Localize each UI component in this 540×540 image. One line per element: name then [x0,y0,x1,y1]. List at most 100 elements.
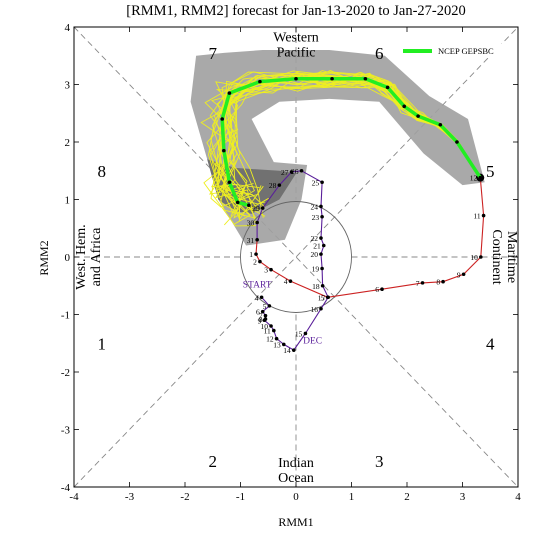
observed-jan-day-point [380,287,384,292]
phase-number: 7 [209,44,218,63]
ensemble-mean-point [363,76,368,81]
observed-dec-day-label: 9 [258,316,262,325]
y-tick-label: -1 [61,310,70,322]
ensemble-mean [220,76,483,208]
observed-dec-day-label: 12 [266,335,274,344]
observed-jan-day-label: 8 [436,278,440,287]
observed-dec-day-point [320,266,324,271]
diagonal-line [73,26,519,488]
x-tick-label: 4 [515,491,521,503]
observed-dec-day-point [255,220,259,225]
region-west-hem-africa: West. Hem.and Africa [74,224,104,289]
region-indian-ocean: Indian Ocean [278,456,314,486]
y-tick-label: 4 [65,22,71,34]
observed-dec-day-label: 4 [255,293,259,302]
legend-label: NCEP GEPSBC [438,46,494,56]
x-axis-label: RMM1 [278,515,313,529]
ensemble-mean-point [402,104,407,109]
ensemble-mean-point [222,148,226,153]
observed-dec-day-point [267,304,272,308]
observed-jan-day-point [479,255,483,259]
observed-dec-day-point [274,336,279,341]
observed-dec-day-label: 6 [256,308,260,317]
observed-jan-day-point [258,259,262,264]
observed-dec-day-label: 15 [295,329,303,338]
phase-number: 1 [98,334,107,353]
observed-dec-day-point [319,236,323,240]
x-tick-label: 1 [349,491,355,503]
observed-jan-day-label: 7 [416,279,420,288]
observed-dec-day-point [269,324,273,328]
ensemble-mean-point [478,175,483,180]
region-west-hem-africa-line: West. Hem. [74,224,89,289]
observed-dec-day-label: 30 [247,219,255,228]
legend: NCEP GEPSBC [400,44,510,58]
observed-dec-day-point [320,180,324,185]
observed-dec-day-point [321,243,326,248]
observed-dec-day-label: 26 [291,167,299,176]
observed-dec-day-label: 23 [312,213,320,222]
observed-dec-day-label: 25 [312,178,320,187]
observed-dec-day-point [319,306,323,311]
observed-trajectory: 456 7891011121314151617181920212223242526… [243,167,486,355]
observed-dec-day-label: 21 [313,242,321,251]
ensemble-mean-point [227,91,232,95]
region-indian-ocean-line: Ocean [278,471,314,486]
phase-number: 5 [486,162,495,181]
region-western-pacific-line: Western [273,30,319,45]
observed-jan-day-label: 5 [321,293,325,302]
observed-dec-day-point [319,204,323,209]
observed-dec-day-label: 11 [264,327,271,336]
region-western-pacific-line: Pacific [277,45,316,60]
y-tick-label: 1 [65,195,71,207]
y-tick-label: -3 [61,425,71,437]
phase-number: 4 [486,334,495,353]
region-western-pacific: Western Pacific [273,30,319,60]
observed-dec-day-point [281,342,286,347]
phase-number: 8 [98,162,107,181]
observed-dec-day-point [255,237,259,242]
observed-jan-day-label: 4 [284,277,288,286]
x-tick-label: 0 [293,491,299,503]
region-maritime-continent: MaritimeContinent [489,229,519,284]
observed-dec-day-label: 7 [259,312,263,321]
observed-dec-day-label: 20 [310,250,318,259]
region-west-hem-africa-line: and Africa [89,227,104,286]
observed-dec-day-label: 29 [252,204,260,213]
observed-jan-day-point [254,252,258,256]
observed-jan-day-label: 9 [457,270,461,279]
ensemble-mean-point [247,203,251,208]
x-tick-label: -1 [236,491,245,503]
observed-dec-day-label: 10 [261,322,269,331]
observed-dec-day-point [260,309,265,314]
observed-jan-day-point [420,281,425,285]
observed-dec-day-label: 27 [281,168,289,177]
observed-jan-day-point [288,279,293,283]
unit-circle-layer [240,201,352,313]
ensemble-mean-point [438,122,443,127]
x-tick-label: -2 [180,491,189,503]
ensemble-mean-point [294,76,298,81]
observed-dec-day-label: 16 [310,305,318,314]
x-tick-label: 2 [404,491,410,503]
observed-dec-day-label: 24 [310,202,318,211]
region-indian-ocean-line: Indian [278,456,314,471]
x-tick-label: -4 [69,491,79,503]
y-tick-label: 3 [65,80,71,92]
observed-dec-day-label: 18 [312,282,320,291]
region-maritime-continent-line: Maritime [504,231,519,283]
x-tick-label: -3 [125,491,135,503]
ensemble-mean-point [227,180,232,185]
observed-dec-day-point [277,183,282,187]
y-tick-label: -4 [61,482,71,494]
observed-jan-day-point [325,295,330,300]
region-maritime-continent-line: Continent [489,229,504,284]
observed-dec-day-point [263,313,268,318]
month-label: DEC [303,336,322,346]
chart-title: [RMM1, RMM2] forecast for Jan-13-2020 to… [126,3,466,19]
ensemble-mean-point [330,76,334,81]
observed-dec-day-label: 14 [283,346,291,355]
